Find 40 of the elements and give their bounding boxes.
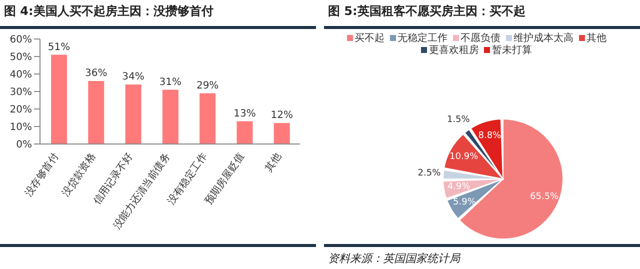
y-tick-label: 0% bbox=[16, 140, 32, 151]
bar bbox=[236, 121, 253, 144]
bar bbox=[88, 81, 104, 144]
legend-label: 暂未打算 bbox=[491, 45, 532, 56]
data-label: 5.9% bbox=[453, 197, 476, 208]
data-label: 51% bbox=[48, 42, 70, 53]
data-label: 12% bbox=[270, 110, 293, 121]
data-label: 2.5% bbox=[418, 168, 442, 178]
bar bbox=[200, 93, 216, 144]
data-label: 34% bbox=[122, 72, 144, 82]
legend-label: 不愿负债 bbox=[460, 33, 500, 44]
y-tick-label: 20% bbox=[10, 104, 32, 116]
legend-label: 无稳定工作 bbox=[396, 33, 448, 44]
chart-title: 图 4:美国人买不起房主因：没攒够首付 bbox=[0, 0, 316, 29]
data-label: 4.9% bbox=[447, 182, 471, 192]
data-label: 13% bbox=[234, 108, 256, 120]
legend-label: 维护成本太高 bbox=[512, 33, 574, 44]
data-label: 36% bbox=[85, 68, 108, 79]
bar bbox=[162, 90, 178, 144]
bar bbox=[274, 123, 290, 144]
text: 资料来源：英国国家统计局 bbox=[328, 252, 460, 265]
y-tick-label: 50% bbox=[10, 52, 32, 64]
x-tick-label: 没存够首付 bbox=[22, 150, 62, 199]
data-label: 31% bbox=[159, 76, 182, 88]
x-tick-label: 其他 bbox=[262, 150, 284, 174]
legend-label: 买不起 bbox=[354, 33, 384, 44]
chart-title: 图 5:英国租客不愿买房主因：买不起 bbox=[324, 0, 640, 29]
data-label: 29% bbox=[196, 80, 219, 92]
data-label: 65.5% bbox=[530, 192, 560, 202]
bar bbox=[51, 54, 67, 144]
y-tick-label: 30% bbox=[10, 87, 32, 98]
y-tick-label: 10% bbox=[10, 122, 32, 134]
data-label: 10.9% bbox=[450, 152, 479, 162]
legend-label: 更喜欢租房 bbox=[428, 45, 479, 56]
legend-label: 其他 bbox=[586, 33, 606, 44]
y-tick-label: 40% bbox=[10, 70, 32, 81]
y-tick-label: 60% bbox=[10, 34, 32, 46]
data-label: 8.8% bbox=[478, 131, 502, 142]
bar bbox=[125, 84, 142, 144]
data-label: 1.5% bbox=[446, 114, 470, 125]
